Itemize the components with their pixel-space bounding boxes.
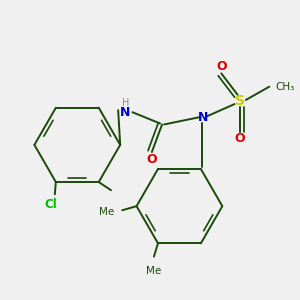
Text: Me: Me bbox=[99, 207, 114, 217]
Text: CH₃: CH₃ bbox=[275, 82, 295, 92]
Text: N: N bbox=[198, 111, 208, 124]
Text: Cl: Cl bbox=[44, 198, 57, 211]
Text: N: N bbox=[120, 106, 130, 119]
Text: O: O bbox=[216, 60, 226, 73]
Text: O: O bbox=[146, 153, 157, 166]
Text: H: H bbox=[122, 98, 129, 108]
Text: Me: Me bbox=[146, 266, 161, 276]
Text: S: S bbox=[235, 94, 245, 108]
Text: O: O bbox=[234, 132, 245, 145]
